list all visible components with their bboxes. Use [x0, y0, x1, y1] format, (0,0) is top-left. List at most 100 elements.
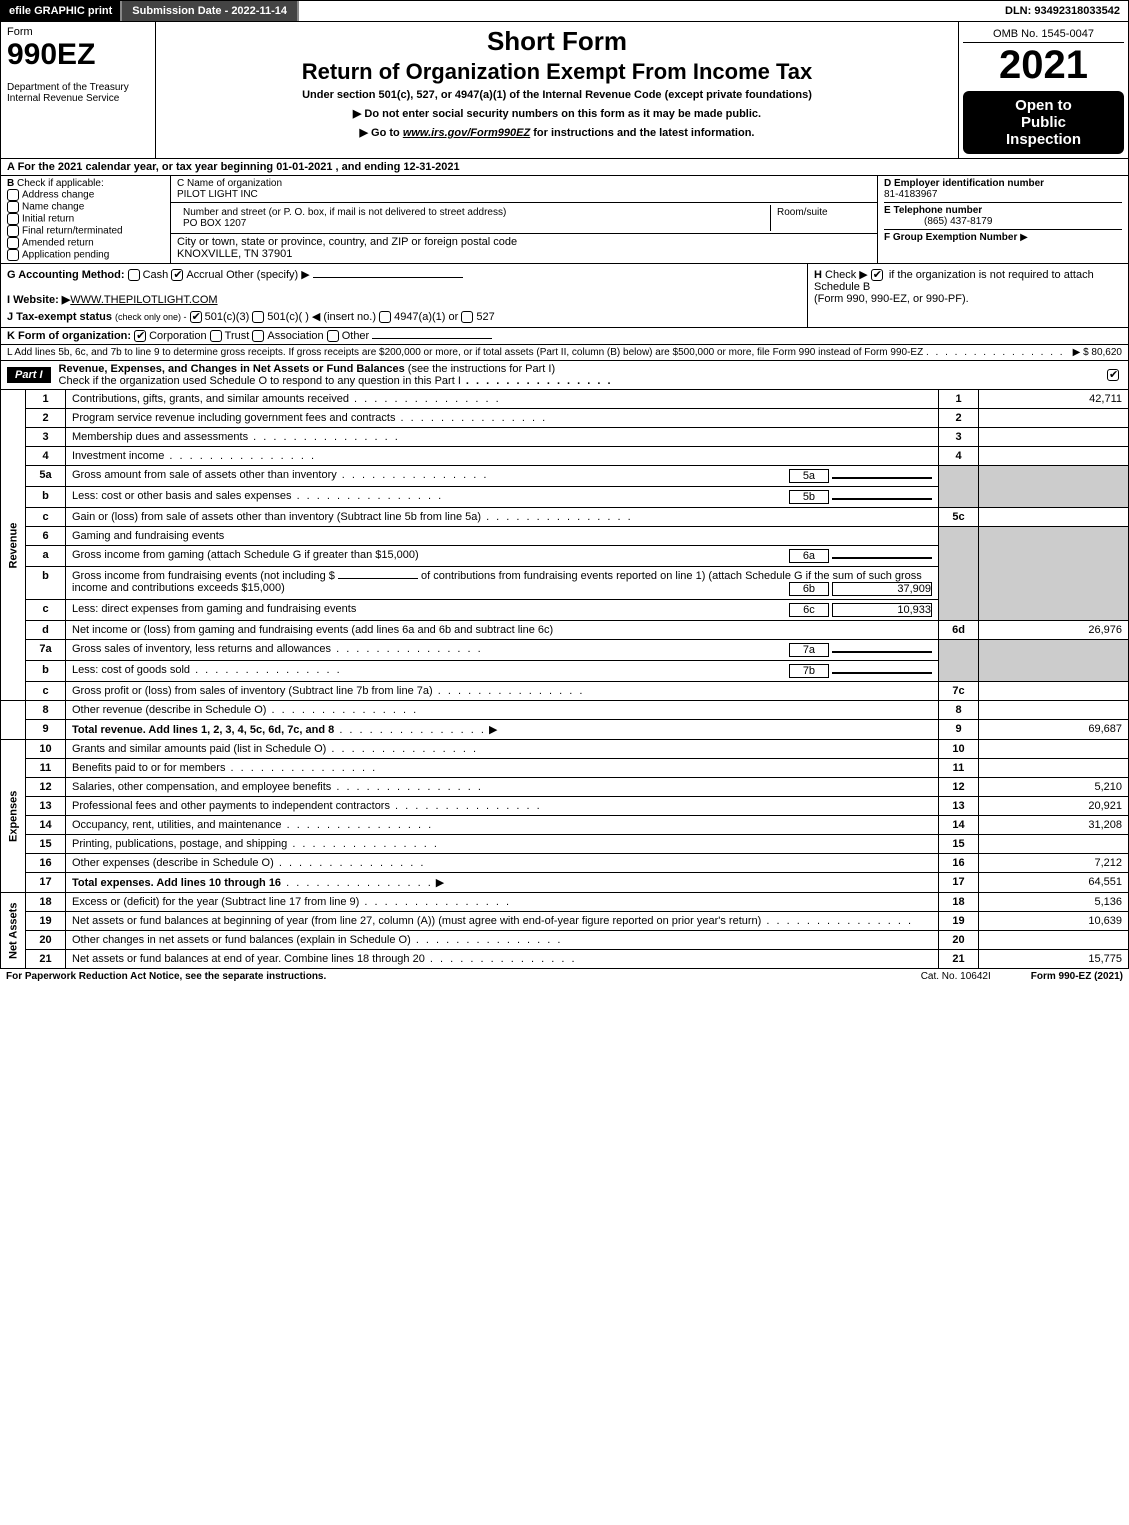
line-12-no: 12 [26, 778, 66, 797]
section-def: D Employer identification number 81-4183… [878, 176, 1128, 263]
line-4-amt [979, 447, 1129, 466]
irs-link[interactable]: www.irs.gov/Form990EZ [403, 127, 530, 139]
checkbox-501c3[interactable] [190, 311, 202, 323]
line-18-amt: 5,136 [979, 893, 1129, 912]
j-4947: 4947(a)(1) or [394, 311, 458, 323]
line-8-no: 8 [26, 701, 66, 720]
line-10-no: 10 [26, 740, 66, 759]
checkbox-corp[interactable] [134, 330, 146, 342]
website-url[interactable]: WWW.THEPILOTLIGHT.COM [70, 294, 217, 306]
checkbox-4947[interactable] [379, 311, 391, 323]
line-2: 2 Program service revenue including gove… [1, 409, 1129, 428]
section-c: C Name of organization PILOT LIGHT INC N… [171, 176, 878, 263]
line-18: Net Assets 18 Excess or (deficit) for th… [1, 893, 1129, 912]
checkbox-address-change[interactable] [7, 189, 19, 201]
line-18-desc: Excess or (deficit) for the year (Subtra… [72, 896, 359, 908]
f-arrow: ▶ [1020, 232, 1028, 243]
i-label: I Website: ▶ [7, 294, 70, 306]
efile-print-label[interactable]: efile GRAPHIC print [1, 1, 120, 21]
c-street-block: Number and street (or P. O. box, if mail… [171, 203, 877, 234]
line-6c-desc: Less: direct expenses from gaming and fu… [72, 603, 356, 615]
line-6-no: 6 [26, 527, 66, 546]
line-7b-no: b [26, 661, 66, 682]
line-2-no: 2 [26, 409, 66, 428]
checkbox-other-org[interactable] [327, 330, 339, 342]
checkbox-assoc[interactable] [252, 330, 264, 342]
line-17: 17 Total expenses. Add lines 10 through … [1, 873, 1129, 893]
section-b: B Check if applicable: Address change Na… [1, 176, 171, 263]
note-goto-post: for instructions and the latest informat… [530, 127, 754, 139]
room-suite-label: Room/suite [771, 205, 871, 231]
checkbox-amended[interactable] [7, 237, 19, 249]
omb-number: OMB No. 1545-0047 [963, 26, 1124, 43]
j-label: J Tax-exempt status [7, 311, 112, 323]
checkbox-h[interactable] [871, 269, 883, 281]
line-6b-inamt: 37,909 [832, 582, 932, 596]
line-12: 12 Salaries, other compensation, and emp… [1, 778, 1129, 797]
b-final: Final return/terminated [22, 226, 123, 237]
footer-right-bold: 990-EZ [1059, 971, 1092, 982]
line-1: Revenue 1 Contributions, gifts, grants, … [1, 390, 1129, 409]
line-7c-box: 7c [939, 682, 979, 701]
line-6d-amt: 26,976 [979, 621, 1129, 640]
b-pending: Application pending [22, 250, 109, 261]
line-15-desc: Printing, publications, postage, and shi… [72, 838, 287, 850]
org-name: PILOT LIGHT INC [177, 189, 871, 200]
line-20-box: 20 [939, 931, 979, 950]
l-text: L Add lines 5b, 6c, and 7b to line 9 to … [7, 347, 923, 358]
k-assoc: Association [267, 330, 323, 342]
checkbox-part-i-schedule-o[interactable] [1107, 369, 1119, 381]
dept-label: Department of the Treasury [7, 82, 149, 93]
l-amount: ▶ $ 80,620 [1073, 347, 1122, 358]
header-center: Short Form Return of Organization Exempt… [156, 22, 958, 158]
k-other: Other [342, 330, 370, 342]
line-5b-desc: Less: cost or other basis and sales expe… [72, 490, 292, 502]
line-12-desc: Salaries, other compensation, and employ… [72, 781, 331, 793]
line-14: 14 Occupancy, rent, utilities, and maint… [1, 816, 1129, 835]
line-7a-no: 7a [26, 640, 66, 661]
line-7b-desc: Less: cost of goods sold [72, 664, 190, 676]
c-name-label: C Name of organization [177, 178, 871, 189]
line-10-desc: Grants and similar amounts paid (list in… [72, 743, 326, 755]
section-g: G Accounting Method: Cash Accrual Other … [1, 264, 808, 327]
line-7c-desc: Gross profit or (loss) from sales of inv… [72, 685, 433, 697]
checkbox-accrual[interactable] [171, 269, 183, 281]
c-street-label: Number and street (or P. O. box, if mail… [183, 207, 764, 218]
line-11-desc: Benefits paid to or for members [72, 762, 225, 774]
line-1-desc: Contributions, gifts, grants, and simila… [72, 393, 349, 405]
d-label: D Employer identification number [884, 178, 1044, 189]
line-20: 20 Other changes in net assets or fund b… [1, 931, 1129, 950]
checkbox-initial-return[interactable] [7, 213, 19, 225]
k-trust: Trust [225, 330, 250, 342]
line-11-no: 11 [26, 759, 66, 778]
h-label: H [814, 269, 822, 281]
org-city: KNOXVILLE, TN 37901 [177, 248, 871, 260]
part-i-label: Part I [7, 367, 51, 383]
checkbox-name-change[interactable] [7, 201, 19, 213]
checkbox-501c[interactable] [252, 311, 264, 323]
line-5c-box: 5c [939, 508, 979, 527]
checkbox-trust[interactable] [210, 330, 222, 342]
line-16-desc: Other expenses (describe in Schedule O) [72, 857, 274, 869]
line-7a-inamt [832, 651, 932, 653]
line-4-box: 4 [939, 447, 979, 466]
c-city-block: City or town, state or province, country… [171, 234, 877, 262]
checkbox-pending[interactable] [7, 249, 19, 261]
line-6-desc: Gaming and fundraising events [66, 527, 939, 546]
form-header: Form 990EZ Department of the Treasury In… [0, 22, 1129, 159]
line-13-box: 13 [939, 797, 979, 816]
line-9-desc: Total revenue. Add lines 1, 2, 3, 4, 5c,… [72, 724, 334, 736]
checkbox-final-return[interactable] [7, 225, 19, 237]
checkbox-527[interactable] [461, 311, 473, 323]
line-5b-inbox: 5b [789, 490, 829, 504]
footer-cat-no: Cat. No. 10642I [921, 971, 991, 982]
line-2-desc: Program service revenue including govern… [72, 412, 395, 424]
line-3-amt [979, 428, 1129, 447]
line-13: 13 Professional fees and other payments … [1, 797, 1129, 816]
open-line1: Open to [967, 97, 1120, 114]
footer-right: Form 990-EZ (2021) [1031, 971, 1123, 982]
checkbox-cash[interactable] [128, 269, 140, 281]
line-5c: c Gain or (loss) from sale of assets oth… [1, 508, 1129, 527]
b-initial: Initial return [22, 214, 74, 225]
org-street: PO BOX 1207 [183, 218, 764, 229]
